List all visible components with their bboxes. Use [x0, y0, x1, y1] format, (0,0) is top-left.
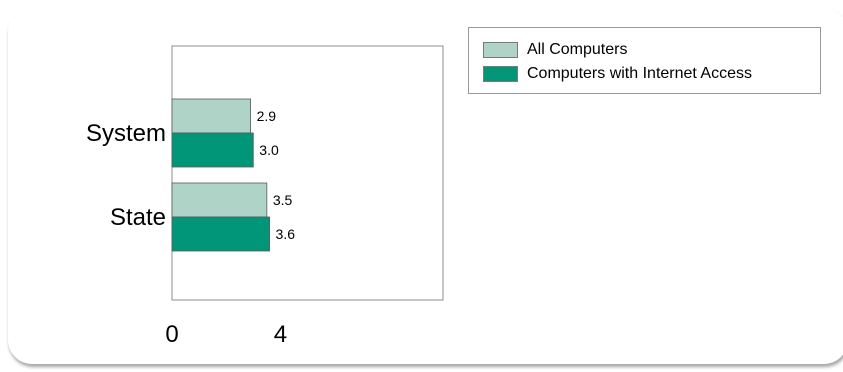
category-labels-group: System State — [86, 120, 166, 231]
bar-system-series-0 — [171, 98, 251, 134]
legend-label-internet-access: Computers with Internet Access — [527, 65, 752, 82]
bar-state-series-1 — [171, 216, 270, 252]
bar-state-series-0 — [171, 182, 268, 218]
data-label-system-series-1: 3.0 — [259, 142, 279, 158]
category-label-system: System — [86, 120, 166, 147]
legend-swatch-internet-access — [483, 66, 518, 82]
legend-item-internet-access: Computers with Internet Access — [483, 64, 752, 84]
data-label-state-series-0: 3.5 — [273, 192, 293, 208]
legend-swatch-all-computers — [483, 42, 518, 58]
x-tick-label-4: 4 — [274, 321, 287, 348]
legend-item-all-computers: All Computers — [483, 40, 627, 60]
data-label-state-series-1: 3.6 — [276, 226, 296, 242]
x-tick-label-0: 0 — [165, 321, 178, 348]
legend-label-all-computers: All Computers — [527, 41, 628, 58]
data-labels-group: 2.9 3.0 3.5 3.6 — [257, 108, 296, 242]
plot-area — [171, 45, 444, 301]
bar-system-series-1 — [171, 132, 254, 168]
bars-group — [171, 98, 270, 252]
category-label-state: State — [110, 204, 166, 231]
data-label-system-series-0: 2.9 — [257, 108, 277, 124]
legend: All Computers Computers with Internet Ac… — [468, 27, 821, 94]
